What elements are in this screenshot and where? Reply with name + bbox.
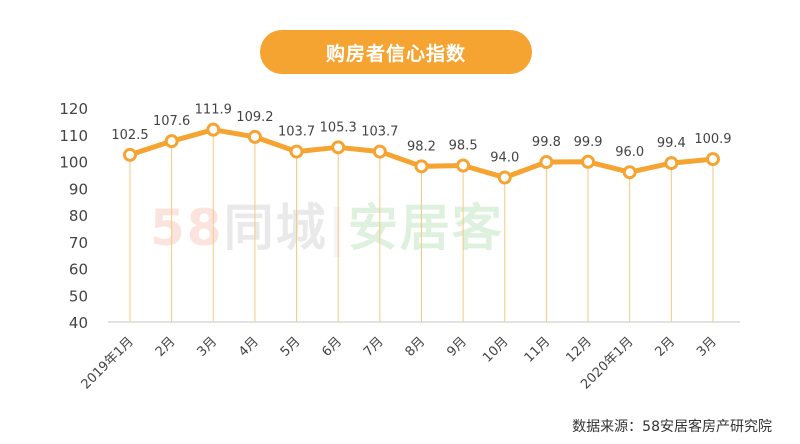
data-point <box>372 144 387 159</box>
data-label: 103.7 <box>361 125 398 140</box>
data-point <box>123 147 137 162</box>
data-label: 99.8 <box>532 135 561 150</box>
x-tick-label: 2月 <box>153 334 179 360</box>
y-tick-label: 70 <box>69 234 88 252</box>
x-tick-label: 6月 <box>319 334 345 360</box>
data-label: 100.9 <box>694 132 731 147</box>
data-point <box>247 129 262 144</box>
data-label: 109.2 <box>236 110 273 125</box>
x-tick-label: 3月 <box>194 334 220 360</box>
data-point <box>456 158 471 173</box>
data-label: 99.4 <box>657 136 686 151</box>
y-tick-label: 100 <box>59 154 88 172</box>
data-point <box>705 152 720 167</box>
x-tick-label: 8月 <box>403 334 429 360</box>
x-tick-label: 9月 <box>444 334 470 360</box>
y-tick-label: 40 <box>69 314 88 332</box>
data-label: 105.3 <box>320 120 357 135</box>
x-tick-label: 2月 <box>652 334 678 360</box>
data-label: 98.2 <box>407 139 436 154</box>
data-point <box>206 122 221 137</box>
data-point <box>164 134 179 149</box>
watermark-logo: 58同城|安居客 <box>150 199 504 257</box>
data-point <box>414 159 429 174</box>
data-label: 99.9 <box>574 135 603 150</box>
data-label: 94.0 <box>490 151 519 166</box>
y-tick-label: 120 <box>59 100 88 118</box>
data-point <box>331 140 346 155</box>
data-label: 107.6 <box>153 114 190 129</box>
chart-title: 购房者信心指数 <box>260 30 532 74</box>
data-point <box>289 144 304 159</box>
x-tick-label: 7月 <box>361 334 387 360</box>
data-label: 103.7 <box>278 125 315 140</box>
x-tick-label: 12月 <box>563 334 594 365</box>
data-source: 数据来源：58安居客房产研究院 <box>572 419 772 435</box>
y-tick-label: 90 <box>69 180 88 198</box>
x-tick-label: 2019年1月 <box>79 334 137 392</box>
data-point <box>539 155 554 170</box>
y-tick-label: 60 <box>69 261 88 279</box>
y-tick-label: 110 <box>59 127 88 145</box>
data-label: 98.5 <box>449 139 478 154</box>
data-point <box>622 165 637 180</box>
data-label: 111.9 <box>195 103 232 118</box>
data-point <box>497 170 512 185</box>
y-tick-label: 80 <box>69 207 88 225</box>
x-tick-label: 10月 <box>480 334 511 365</box>
data-label: 102.5 <box>111 128 148 143</box>
y-tick-label: 50 <box>69 287 88 305</box>
x-tick-label: 4月 <box>236 334 262 360</box>
x-tick-label: 11月 <box>522 334 553 365</box>
x-tick-label: 5月 <box>278 334 304 360</box>
data-point <box>664 156 679 171</box>
data-label: 96.0 <box>615 145 644 160</box>
x-tick-label: 3月 <box>694 334 720 360</box>
data-point <box>581 154 596 169</box>
